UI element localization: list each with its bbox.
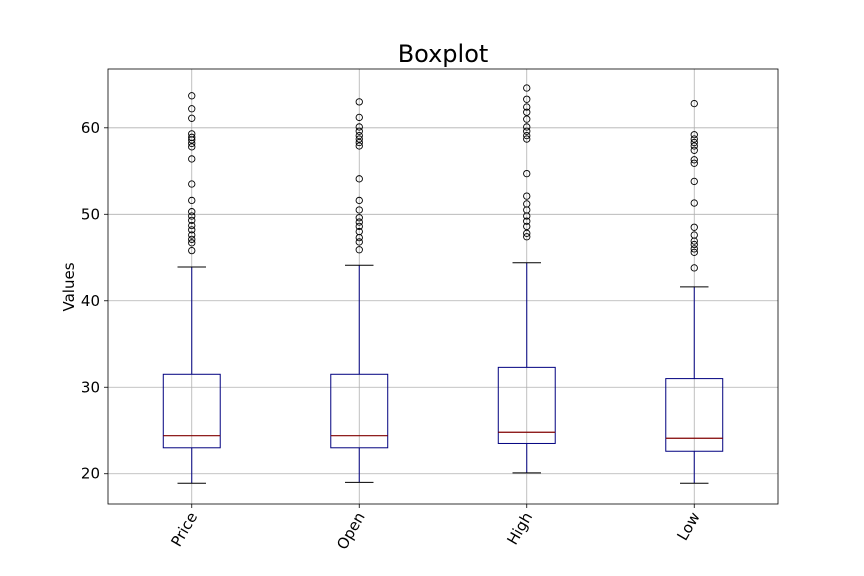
outlier-point bbox=[523, 123, 531, 131]
outlier-point bbox=[690, 156, 698, 164]
y-tick-label: 50 bbox=[81, 205, 100, 223]
outlier-point bbox=[523, 222, 531, 231]
box-layer bbox=[162, 84, 724, 484]
outlier-point bbox=[690, 245, 698, 253]
x-tick-label-low: Low bbox=[673, 509, 703, 544]
outlier-point bbox=[523, 135, 531, 143]
iqr-box bbox=[330, 373, 389, 449]
y-axis-label: Values bbox=[60, 262, 78, 311]
outlier-point bbox=[690, 199, 698, 207]
outlier-point bbox=[355, 175, 363, 183]
iqr-box bbox=[497, 366, 556, 444]
box-open bbox=[330, 98, 389, 483]
outlier-point bbox=[355, 214, 363, 222]
outlier-point bbox=[690, 264, 698, 272]
outlier-point bbox=[523, 127, 531, 135]
outlier-point bbox=[188, 180, 196, 188]
outlier-point bbox=[355, 127, 363, 135]
y-tick-label: 40 bbox=[81, 292, 100, 310]
outlier-point bbox=[690, 138, 698, 147]
outlier-point bbox=[188, 133, 196, 141]
outlier-point bbox=[188, 235, 196, 244]
outlier-point bbox=[690, 146, 698, 154]
outlier-point bbox=[690, 248, 698, 256]
outlier-point bbox=[523, 200, 531, 208]
outlier-point bbox=[355, 113, 363, 122]
outlier-point bbox=[690, 240, 698, 249]
outlier-point bbox=[188, 212, 196, 220]
outlier-point bbox=[355, 222, 363, 231]
outlier-point bbox=[355, 238, 363, 246]
outlier-point bbox=[355, 131, 363, 140]
outlier-point bbox=[188, 208, 196, 216]
outlier-point bbox=[355, 206, 363, 214]
iqr-box bbox=[665, 378, 724, 452]
outlier-point bbox=[690, 131, 698, 139]
outlier-point bbox=[523, 131, 531, 140]
plot-frame bbox=[107, 68, 779, 505]
outlier-point bbox=[188, 114, 196, 122]
x-tick-label-price: Price bbox=[167, 509, 201, 550]
y-tick-label: 30 bbox=[81, 378, 100, 396]
iqr-box bbox=[162, 373, 221, 449]
outlier-point bbox=[188, 105, 196, 113]
outlier-point bbox=[523, 108, 531, 116]
outlier-point bbox=[523, 84, 531, 92]
box-price bbox=[162, 92, 221, 484]
outlier-point bbox=[690, 135, 698, 143]
outlier-point bbox=[690, 159, 698, 167]
outlier-point bbox=[188, 143, 196, 151]
y-tick-label: 20 bbox=[81, 465, 100, 483]
outlier-point bbox=[523, 233, 531, 241]
outlier-point bbox=[188, 196, 196, 205]
outlier-point bbox=[188, 216, 196, 224]
x-tick-label-open: Open bbox=[333, 509, 369, 553]
outlier-point bbox=[523, 115, 531, 123]
outlier-point bbox=[355, 218, 363, 226]
y-tick-label: 60 bbox=[81, 119, 100, 137]
outlier-point bbox=[523, 103, 531, 111]
outlier-point bbox=[188, 155, 196, 163]
outlier-point bbox=[188, 92, 196, 100]
outlier-point bbox=[188, 130, 196, 138]
x-tick-label-high: High bbox=[503, 509, 536, 548]
box-low bbox=[665, 99, 724, 484]
outlier-point bbox=[523, 169, 531, 178]
outlier-point bbox=[188, 239, 196, 247]
outlier-point bbox=[188, 226, 196, 234]
outlier-point bbox=[690, 231, 698, 239]
outlier-point bbox=[690, 223, 698, 231]
outlier-point bbox=[355, 142, 363, 150]
chart-title: Boxplot bbox=[398, 40, 489, 68]
outlier-point bbox=[355, 246, 363, 254]
outlier-point bbox=[188, 246, 196, 255]
outlier-point bbox=[188, 231, 196, 239]
outlier-point bbox=[523, 192, 531, 200]
box-high bbox=[497, 84, 556, 474]
outlier-point bbox=[690, 142, 698, 150]
outlier-point bbox=[523, 229, 531, 237]
outlier-point bbox=[690, 99, 698, 108]
outlier-point bbox=[355, 227, 363, 236]
outlier-point bbox=[355, 196, 363, 205]
outlier-point bbox=[355, 123, 363, 131]
tick-layer: 20 30 40 50 60 Price Open High Low bbox=[81, 119, 704, 553]
outlier-point bbox=[355, 138, 363, 147]
outlier-point bbox=[355, 135, 363, 143]
outlier-point bbox=[188, 221, 196, 230]
outlier-point bbox=[355, 98, 363, 106]
outlier-point bbox=[690, 177, 698, 186]
outlier-point bbox=[523, 95, 531, 103]
outlier-point bbox=[523, 217, 531, 225]
